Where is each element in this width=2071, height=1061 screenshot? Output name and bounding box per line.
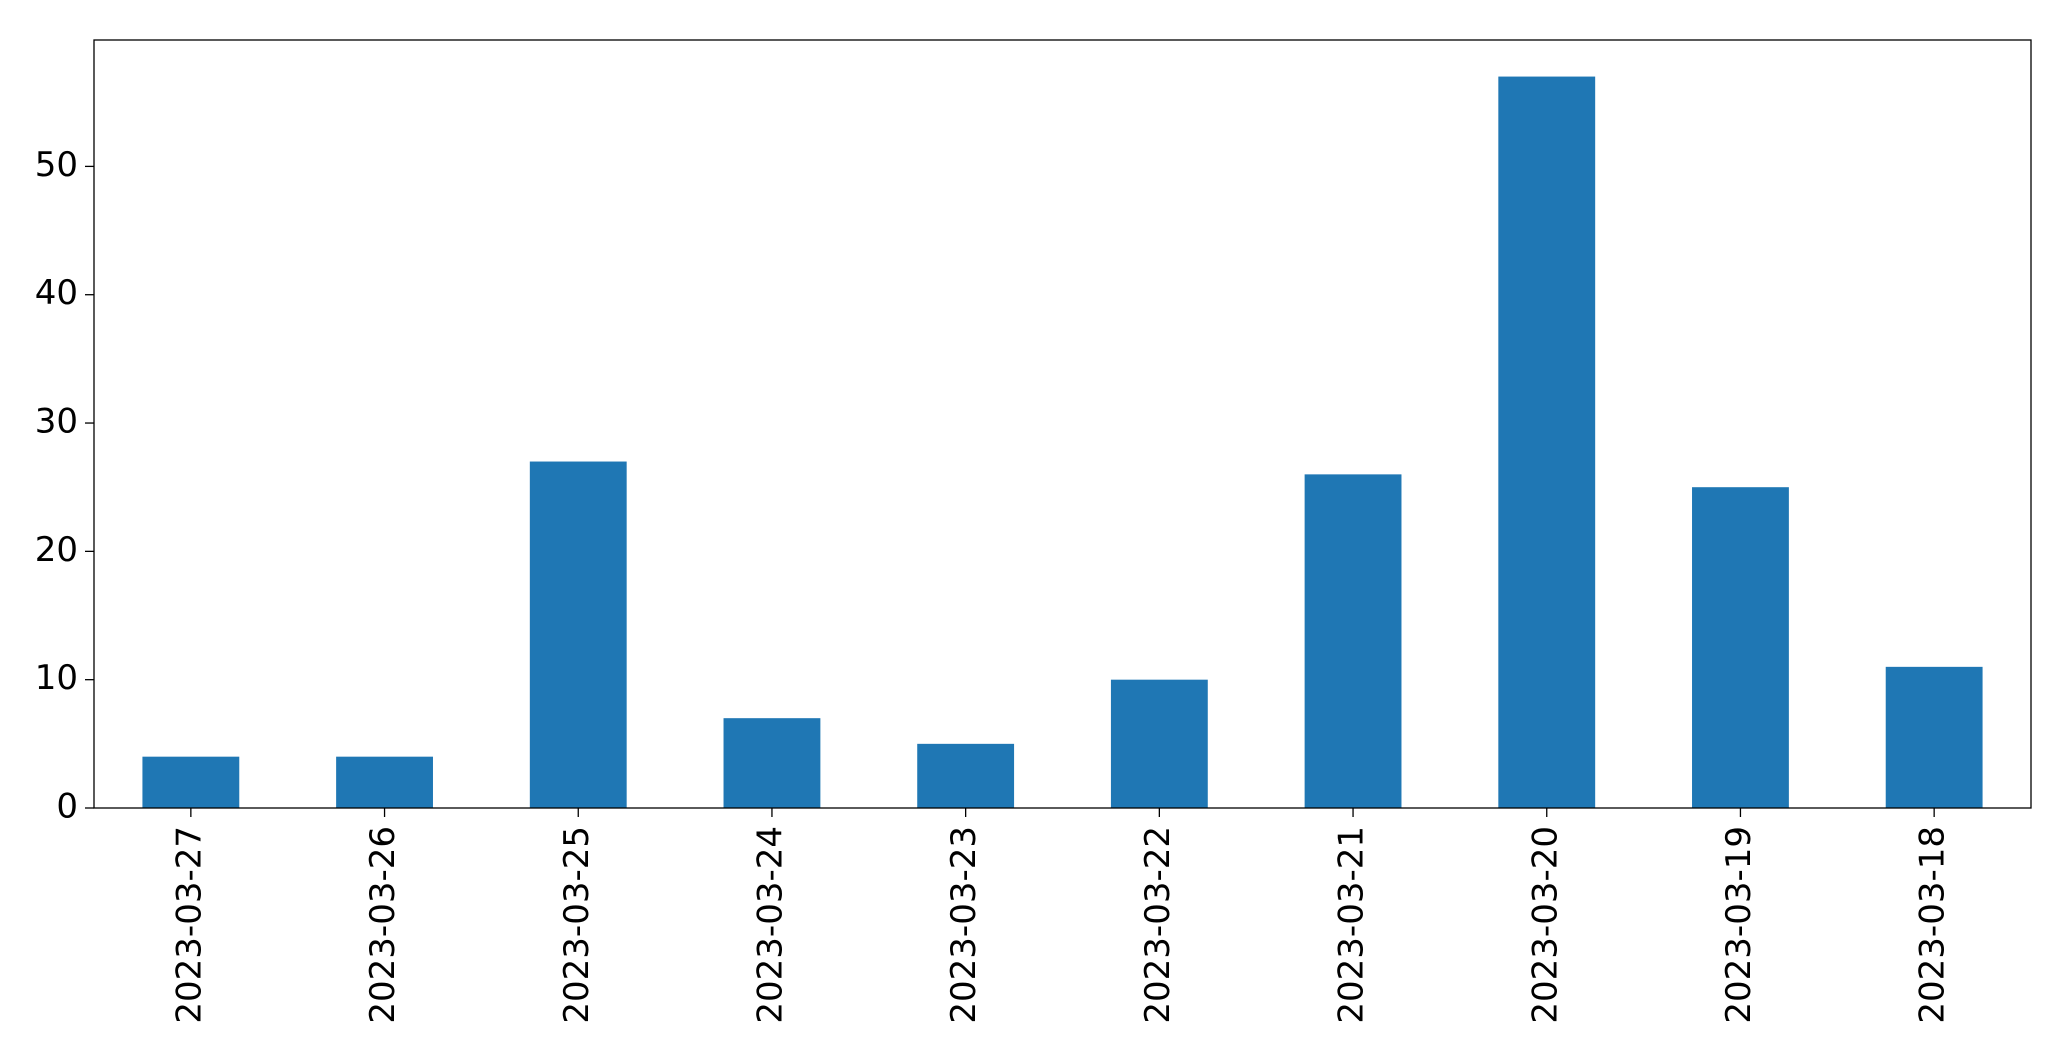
- y-tick-label: 50: [35, 145, 78, 185]
- x-tick-label: 2023-03-27: [169, 826, 209, 1024]
- bar: [723, 718, 821, 808]
- bar: [142, 756, 240, 808]
- bar: [1885, 666, 1983, 808]
- x-tick-label: 2023-03-20: [1525, 826, 1565, 1024]
- y-tick-label: 0: [56, 787, 78, 827]
- bar: [1304, 474, 1402, 808]
- x-tick-label: 2023-03-24: [750, 826, 790, 1024]
- bar: [529, 461, 627, 808]
- bar: [1692, 487, 1789, 808]
- x-tick-label: 2023-03-21: [1332, 826, 1372, 1024]
- axes-frame: [93, 39, 2032, 809]
- x-tick-label: 2023-03-26: [363, 826, 403, 1024]
- bar: [1498, 76, 1596, 809]
- x-tick-label: 2023-03-19: [1719, 826, 1759, 1024]
- x-tick-label: 2023-03-18: [1913, 826, 1953, 1024]
- y-tick-label: 20: [35, 530, 78, 570]
- y-tick-label: 10: [35, 658, 78, 698]
- y-tick-label: 30: [35, 402, 78, 442]
- bar: [917, 743, 1015, 808]
- x-tick-label: 2023-03-22: [1138, 826, 1178, 1024]
- bar: [336, 756, 433, 808]
- bar: [1110, 679, 1208, 808]
- y-tick-label: 40: [35, 273, 78, 313]
- x-tick-label: 2023-03-23: [944, 826, 984, 1024]
- x-tick-label: 2023-03-25: [557, 826, 597, 1024]
